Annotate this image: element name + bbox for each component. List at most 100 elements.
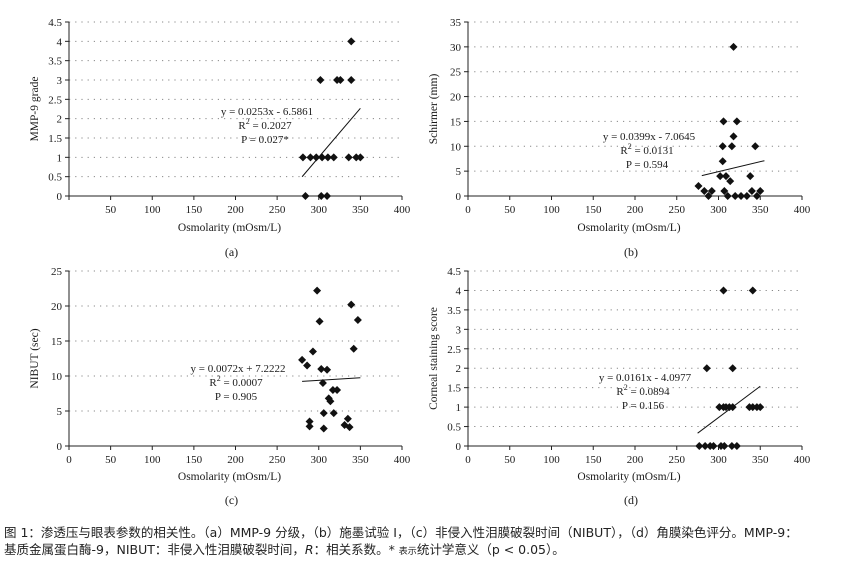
- r-symbol: R: [209, 377, 217, 389]
- data-point: [704, 192, 713, 200]
- panel-label: (c): [225, 493, 238, 507]
- data-point: [715, 403, 724, 412]
- x-tick-label: 350: [352, 204, 369, 216]
- y-tick-label: 5: [57, 406, 63, 418]
- data-point: [729, 132, 738, 141]
- x-tick-label: 200: [227, 454, 244, 466]
- x-tick-label: 200: [227, 204, 244, 216]
- data-point: [317, 192, 326, 200]
- data-point: [306, 153, 315, 162]
- panel-label: (b): [624, 245, 638, 259]
- data-point: [305, 422, 314, 431]
- data-point: [344, 153, 353, 162]
- data-point: [700, 187, 709, 196]
- data-point: [318, 379, 327, 387]
- y-tick-label: 1: [456, 402, 462, 414]
- y-tick-label: 0: [456, 441, 462, 453]
- y-tick-label: 3.5: [48, 56, 62, 68]
- data-point: [301, 192, 310, 200]
- y-axis-title: NIBUT (sec): [29, 328, 41, 388]
- data-point: [726, 177, 735, 186]
- trend-line: [301, 107, 361, 178]
- r-value: = 0.0131: [632, 145, 674, 157]
- data-point: [308, 347, 317, 356]
- data-point: [318, 153, 327, 162]
- y-axis-title: MMP-9 grade: [29, 77, 41, 142]
- caption-line-2-a: 基质金属蛋白酶-9，NIBUT：非侵入性泪膜破裂时间，: [4, 542, 305, 557]
- y-tick-label: 4: [456, 285, 462, 297]
- equation-text: y = 0.0399x - 7.0645: [603, 131, 696, 143]
- r-squared-text: R2 = 0.0894: [616, 383, 670, 398]
- data-point: [709, 442, 718, 450]
- data-point: [319, 409, 328, 418]
- r-squared-text: R2 = 0.0007: [209, 374, 263, 389]
- x-tick-label: 50: [504, 204, 516, 216]
- x-tick-label: 50: [105, 204, 117, 216]
- y-tick-label: 25: [450, 67, 462, 79]
- trend-line: [701, 160, 765, 177]
- data-point: [303, 361, 312, 370]
- data-point: [752, 192, 761, 200]
- data-point: [722, 172, 731, 181]
- data-point: [732, 442, 741, 450]
- chart-d: 0 0.5 1 1.5 2 2.5 3 3.5 4 4.5 0 50 100 150 200 250 300 35…: [428, 266, 811, 507]
- x-tick-label: 50: [105, 454, 117, 466]
- data-point: [312, 153, 321, 162]
- data-point: [356, 153, 365, 162]
- y-tick-label: 5: [456, 166, 462, 178]
- data-point: [756, 403, 765, 412]
- x-tick-label: 100: [144, 204, 161, 216]
- x-tick-label: 400: [794, 454, 811, 466]
- x-tick-label: 350: [752, 204, 769, 216]
- data-point: [718, 157, 727, 166]
- data-point: [347, 76, 356, 84]
- x-tick-label: 0: [66, 454, 72, 466]
- r-value: = 0.2027: [250, 120, 292, 132]
- data-point: [317, 365, 326, 373]
- y-tick-label: 2: [456, 363, 462, 375]
- y-tick-label: 4.5: [48, 17, 62, 29]
- y-tick-label: 0.5: [447, 422, 461, 434]
- data-point: [694, 182, 703, 191]
- data-point: [731, 192, 740, 200]
- data-point: [701, 442, 710, 450]
- y-tick-label: 15: [450, 116, 462, 128]
- x-tick-label: 0: [465, 204, 471, 216]
- y-tick-label: 30: [450, 42, 462, 54]
- data-point: [718, 142, 727, 151]
- x-tick-label: 250: [269, 454, 286, 466]
- caption-symbol-r: R: [304, 542, 314, 557]
- data-point: [329, 153, 338, 162]
- x-axis-title: Osmolarity (mOsm/L): [577, 222, 680, 234]
- r-superscript: 2: [624, 383, 628, 392]
- data-point: [748, 403, 757, 412]
- x-tick-label: 100: [543, 204, 560, 216]
- x-tick-label: 150: [186, 204, 203, 216]
- data-point: [298, 355, 307, 364]
- data-point: [328, 386, 337, 394]
- y-tick-label: 3: [456, 324, 462, 336]
- equation-text: y = 0.0253x - 6.5861: [221, 106, 313, 118]
- x-tick-label: 150: [585, 454, 602, 466]
- x-axis-title: Osmolarity (mOsm/L): [178, 222, 281, 234]
- y-tick-label: 10: [450, 141, 462, 153]
- data-point: [720, 442, 729, 450]
- x-tick-label: 250: [669, 454, 686, 466]
- p-value-text: P = 0.027*: [241, 134, 289, 146]
- x-tick-label: 250: [269, 204, 286, 216]
- r-symbol: R: [620, 145, 628, 157]
- r-squared-text: R2 = 0.2027: [238, 117, 292, 132]
- y-tick-label: 35: [450, 17, 462, 29]
- data-point: [728, 364, 737, 373]
- y-tick-label: 4.5: [447, 266, 461, 278]
- r-superscript: 2: [628, 142, 632, 151]
- panel-label: (d): [624, 493, 638, 507]
- y-axis-title: Corneal staining score: [428, 307, 440, 410]
- x-tick-label: 400: [394, 204, 411, 216]
- p-value-text: P = 0.156: [622, 400, 665, 412]
- y-tick-label: 2.5: [48, 94, 62, 106]
- data-point: [345, 423, 354, 432]
- data-point: [732, 117, 741, 126]
